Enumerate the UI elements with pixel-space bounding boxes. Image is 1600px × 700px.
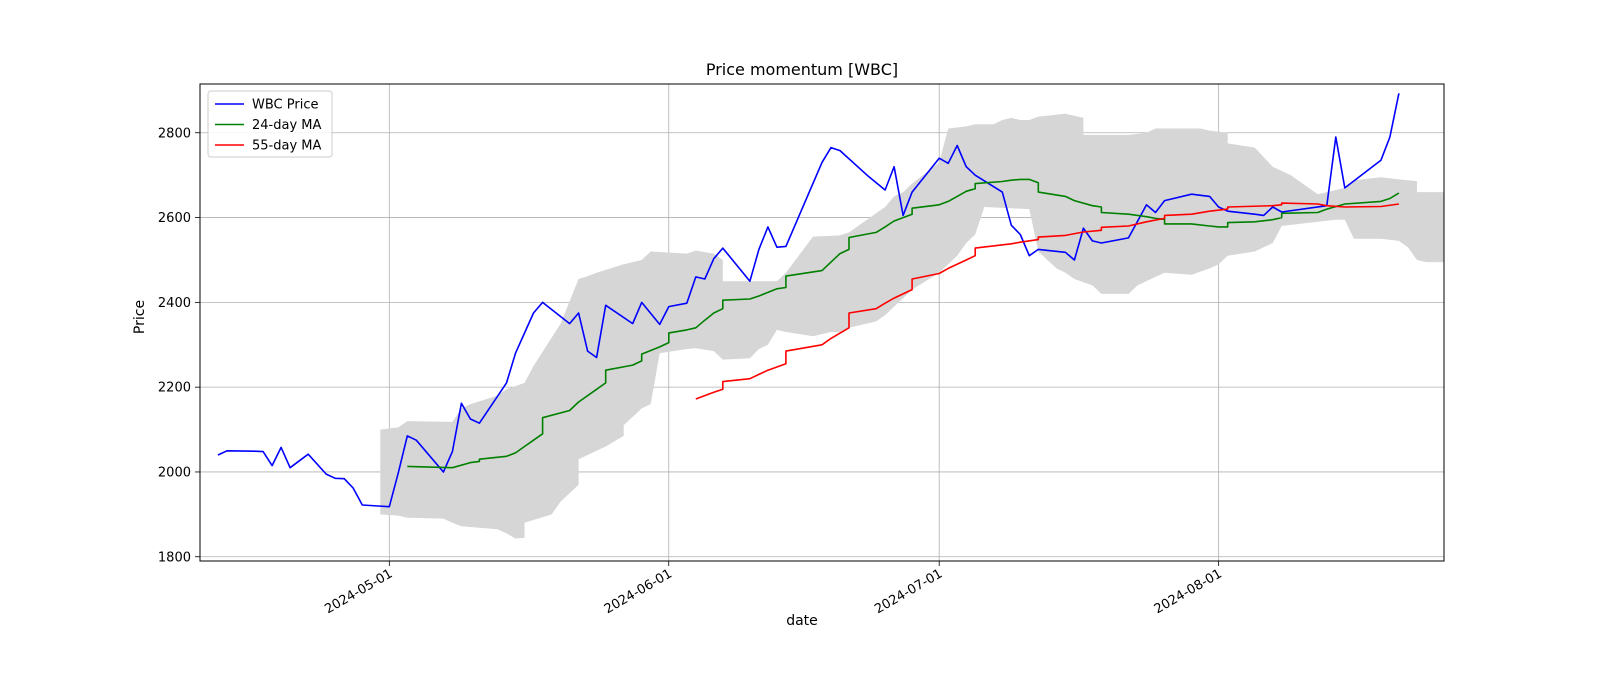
legend-box (207, 90, 333, 158)
y-tick-label: 2200 (158, 381, 191, 396)
y-tick-label: 2800 (158, 126, 191, 141)
band-area (380, 113, 1444, 539)
legend-entry: 24-day MA (252, 118, 321, 133)
y-tick-label: 1800 (158, 550, 191, 565)
y-tick-label: 2000 (158, 465, 191, 480)
y-tick-label: 2600 (158, 211, 191, 226)
series-line-24-day-ma (407, 178, 1400, 469)
x-axis-label: date (786, 613, 818, 629)
series-line-wbc-price (217, 93, 1400, 508)
chart-title: Price momentum [WBC] (706, 60, 898, 79)
plot-frame (199, 83, 1445, 562)
legend-entry: WBC Price (252, 98, 318, 113)
y-axis-label: Price (132, 300, 148, 334)
legend: WBC Price 24-day MA 55-day MA (207, 90, 333, 158)
series-lines (217, 93, 1400, 508)
series-line-55-day-ma (695, 202, 1400, 400)
legend-entry: 55-day MA (252, 139, 321, 154)
confidence-band (380, 113, 1444, 539)
y-tick-label: 2400 (158, 296, 191, 311)
y-axis-ticks: 1800 2000 2200 2400 2600 2800 (158, 126, 200, 565)
